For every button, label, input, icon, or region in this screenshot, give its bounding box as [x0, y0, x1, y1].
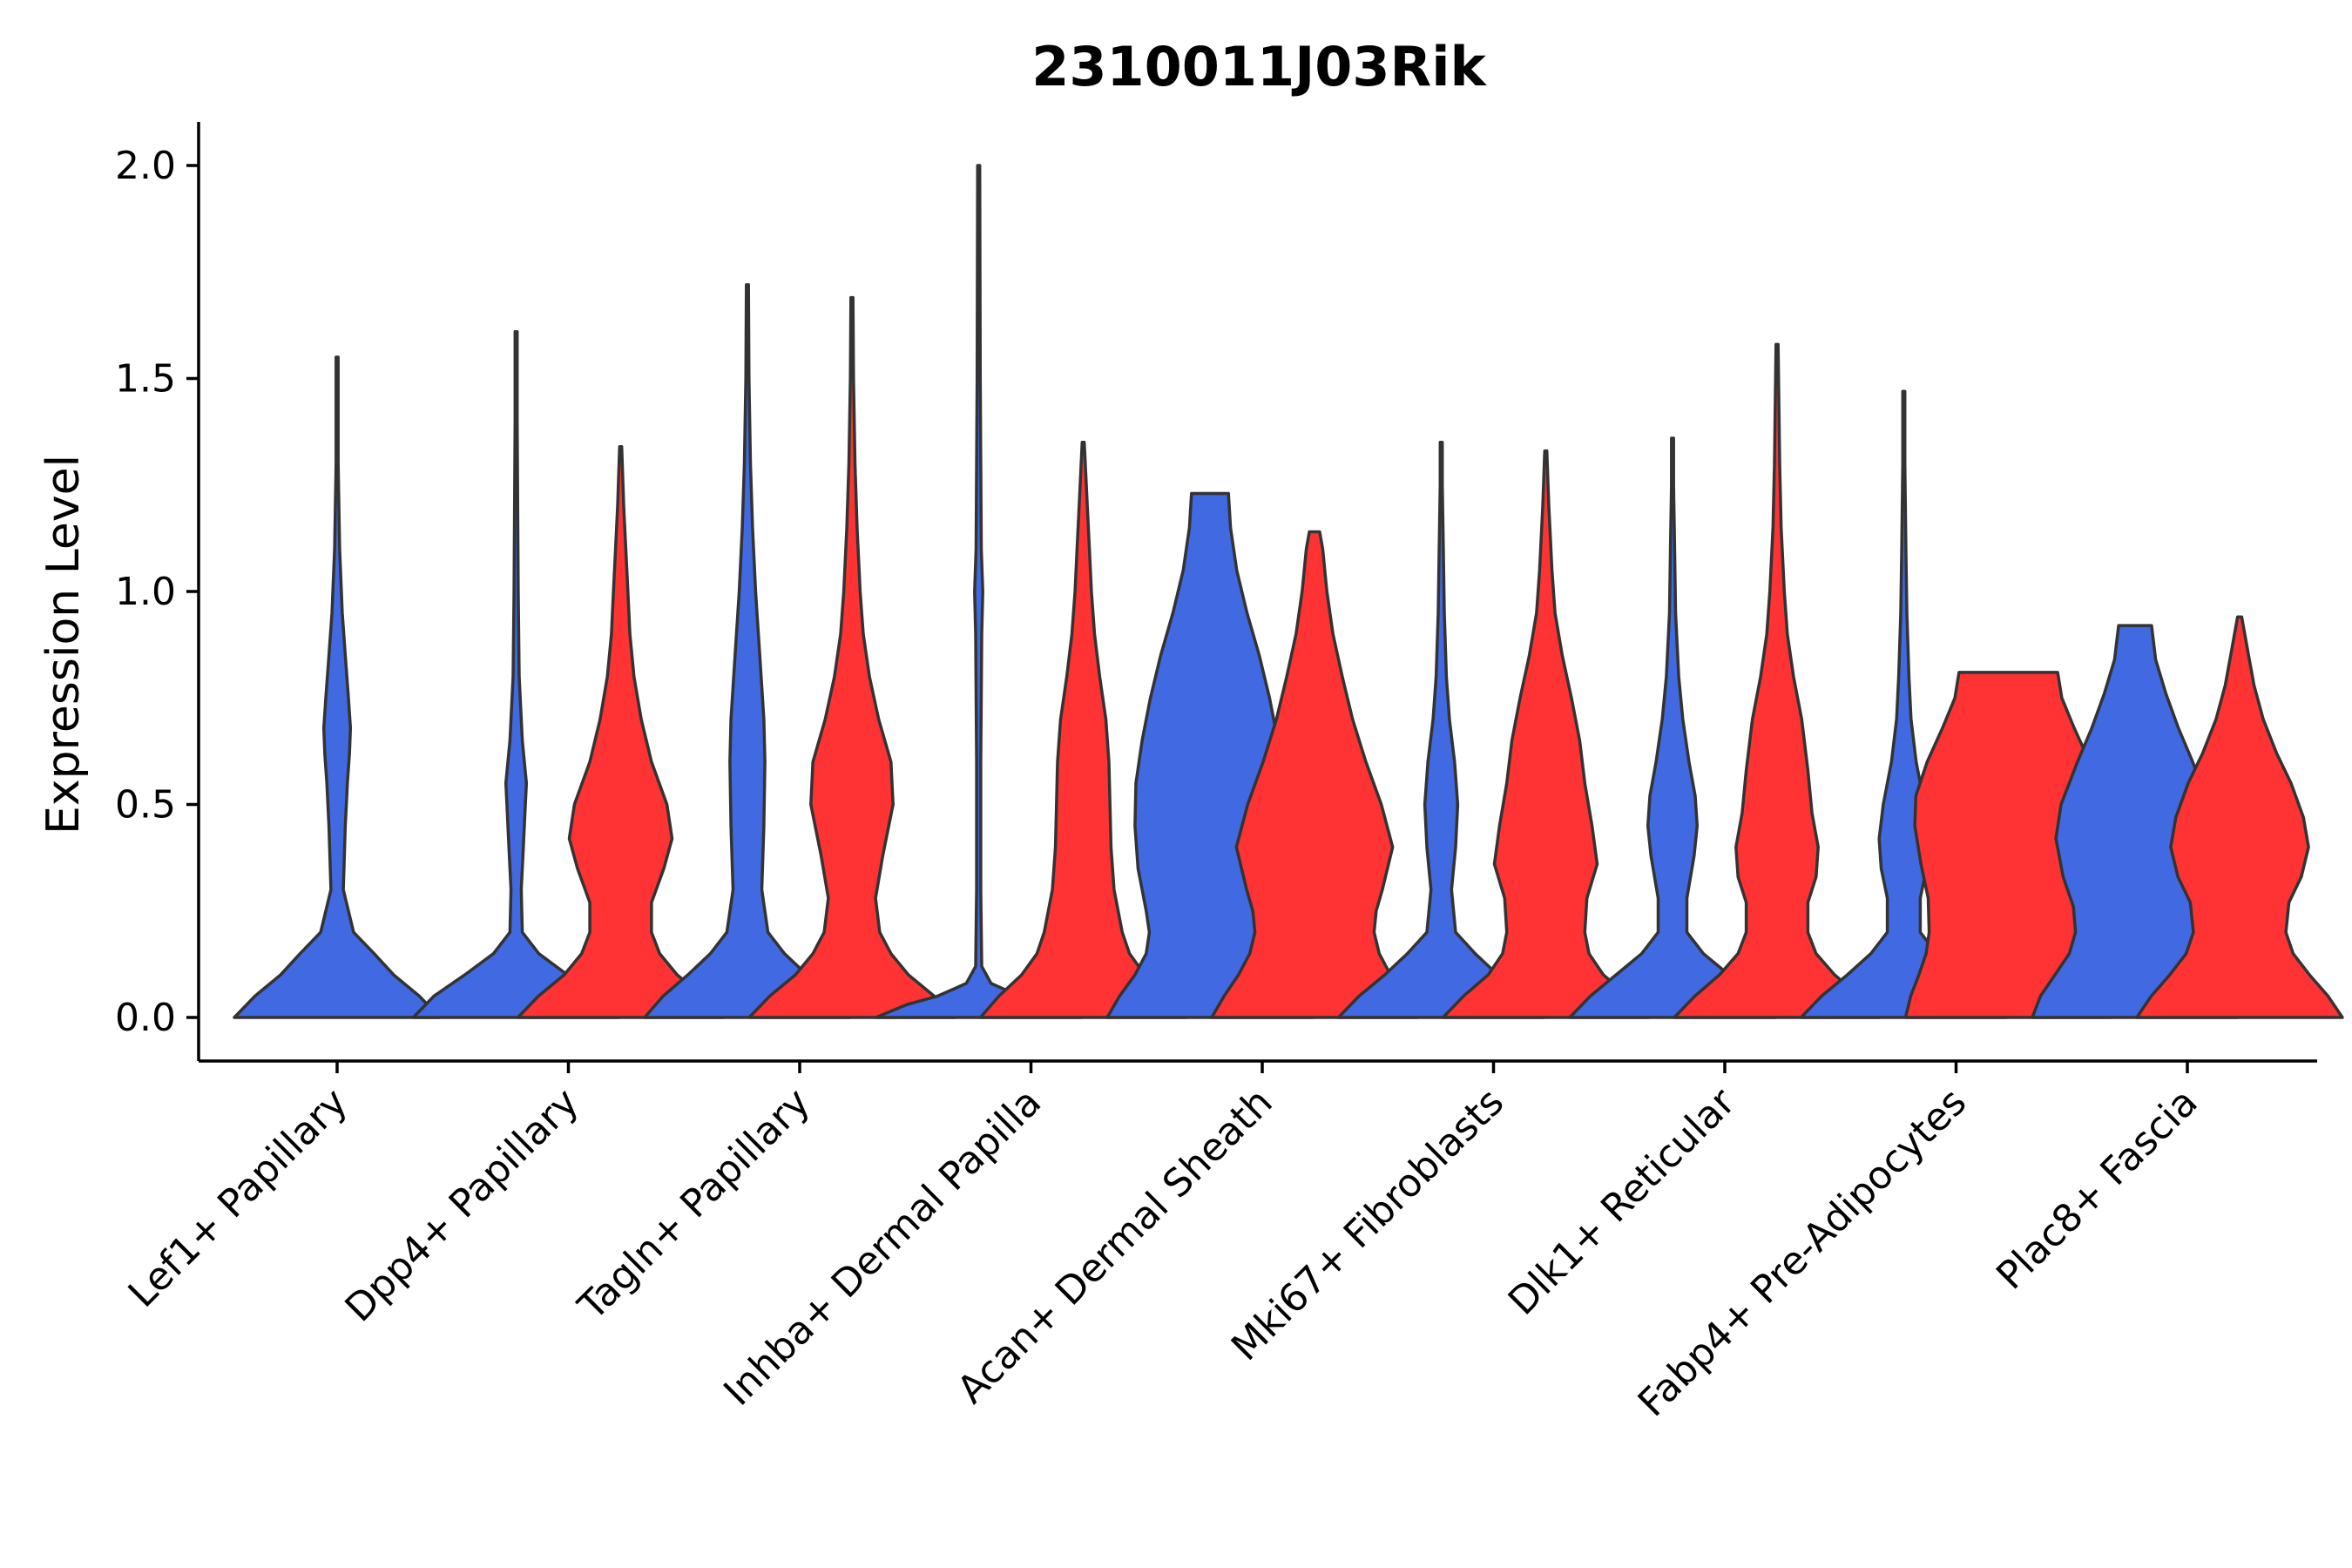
violin-inhba-dermal-papilla-blue: [874, 164, 1084, 1019]
y-tick-label: 0.5: [115, 783, 176, 828]
violin-mki67-fibroblasts-red: [1441, 449, 1651, 1019]
x-tick-label: Dlk1+ Reticular: [1500, 1079, 1745, 1324]
violin-plac8-fascia-red: [2135, 615, 2344, 1019]
violin-lef1-papillary-blue: [233, 355, 442, 1019]
violin-dlk1-reticular-red: [1673, 342, 1882, 1019]
violin-group: [233, 164, 2344, 1019]
violin-fabp4-pre-adipocytes-blue: [1799, 389, 2009, 1019]
violin-dpp4-papillary-blue: [411, 329, 621, 1019]
violin-tagln-papillary-blue: [643, 283, 852, 1019]
violin-dpp4-papillary-red: [516, 444, 726, 1019]
y-axis-label: Expression Level: [37, 455, 90, 835]
violin-dlk1-reticular-blue: [1568, 436, 1777, 1019]
x-tick-label: Tagln+ Papillary: [570, 1080, 819, 1329]
violin-acan-dermal-sheath-red: [1210, 530, 1419, 1019]
violin-inhba-dermal-papilla-red: [978, 441, 1188, 1019]
y-tick-label: 1.0: [115, 570, 176, 614]
violin-tagln-papillary-red: [747, 295, 956, 1019]
x-tick-label: Lef1+ Papillary: [120, 1080, 356, 1316]
y-axis: 0.0 0.5 1.0 1.5 2.0: [115, 122, 200, 1061]
x-tick-label: Plac8+ Fascia: [1988, 1080, 2207, 1299]
chart-title: 2310011J03Rik: [1031, 35, 1487, 98]
y-tick-label: 1.5: [115, 357, 176, 402]
violin-mki67-fibroblasts-blue: [1336, 441, 1546, 1019]
x-tick-label: Dpp4+ Papillary: [337, 1080, 588, 1331]
y-tick-label: 0.0: [115, 996, 176, 1040]
y-tick-label: 2.0: [115, 144, 176, 188]
